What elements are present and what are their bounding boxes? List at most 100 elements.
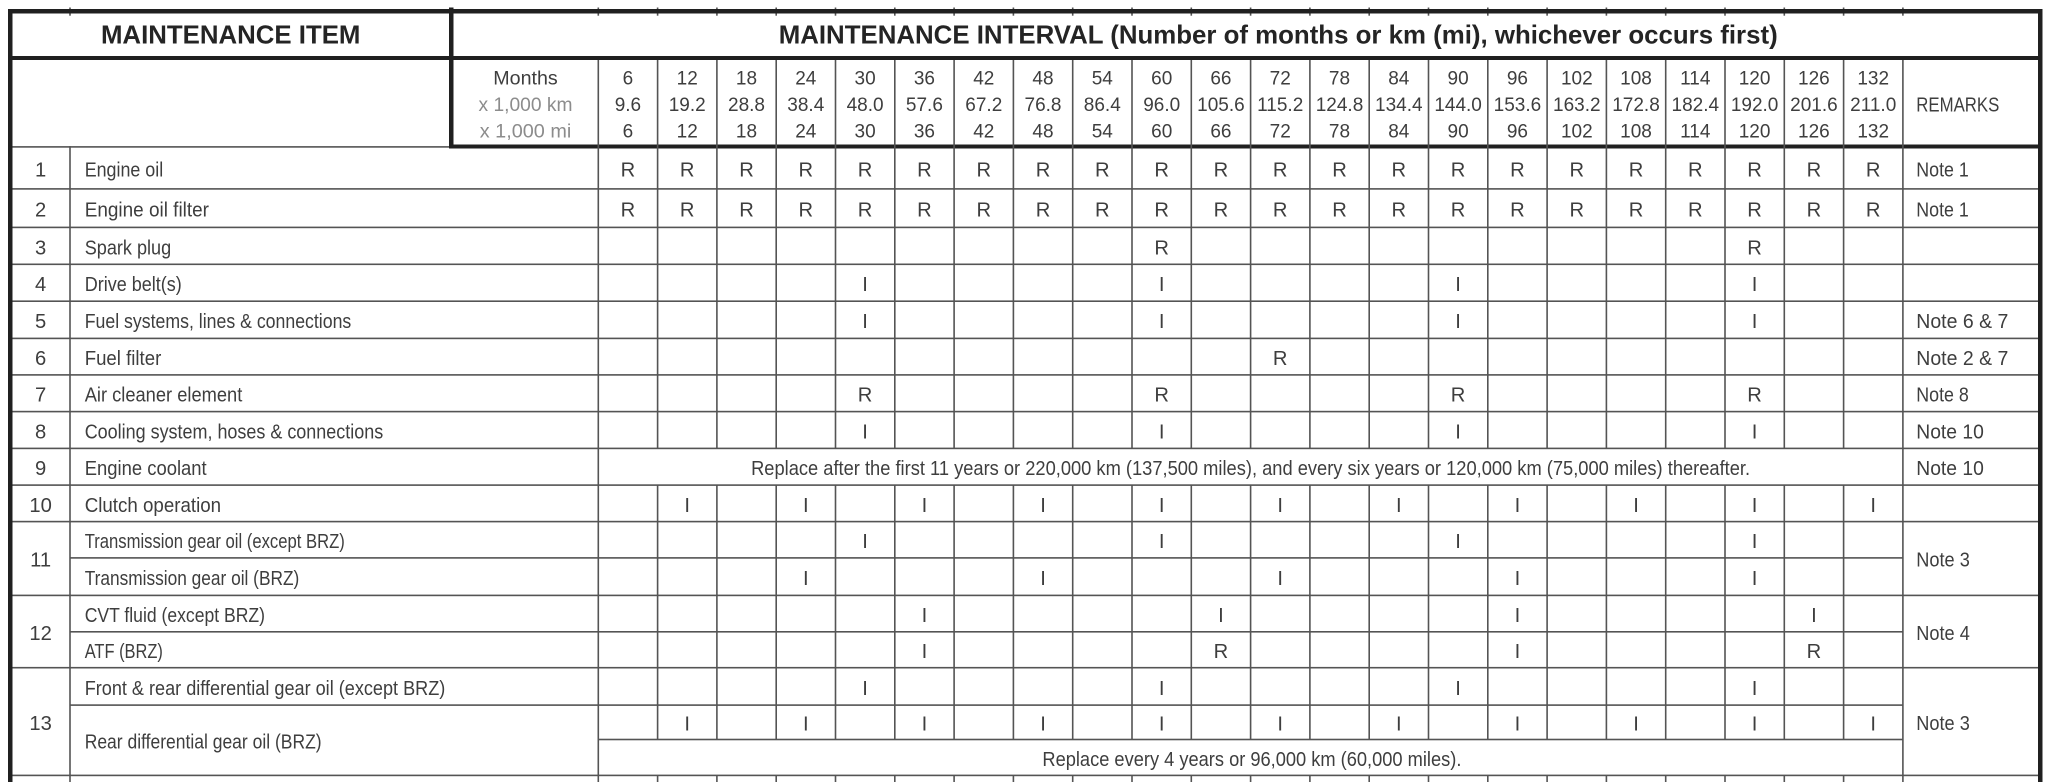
svg-text:I: I	[1277, 495, 1283, 517]
svg-text:Engine oil filter: Engine oil filter	[85, 200, 210, 222]
svg-text:R: R	[680, 200, 695, 222]
svg-text:10: 10	[29, 495, 51, 517]
svg-text:Transmission gear oil (BRZ): Transmission gear oil (BRZ)	[85, 568, 300, 590]
svg-text:6: 6	[623, 122, 634, 143]
svg-text:3: 3	[35, 237, 46, 259]
svg-text:84: 84	[1388, 69, 1410, 90]
svg-text:132: 132	[1857, 69, 1889, 90]
svg-text:I: I	[922, 641, 928, 663]
svg-text:Engine oil: Engine oil	[85, 159, 164, 181]
svg-text:R: R	[1154, 159, 1169, 181]
svg-text:I: I	[1752, 531, 1758, 553]
svg-text:x 1,000 km: x 1,000 km	[479, 95, 573, 116]
svg-text:60: 60	[1151, 69, 1172, 90]
svg-text:I: I	[1159, 274, 1165, 296]
svg-text:Note 4: Note 4	[1916, 623, 1970, 645]
svg-text:Note 1: Note 1	[1916, 159, 1969, 181]
svg-text:R: R	[1214, 200, 1229, 222]
svg-text:I: I	[862, 421, 868, 443]
svg-text:36: 36	[914, 69, 935, 90]
svg-text:48: 48	[1032, 69, 1053, 90]
svg-text:96.0: 96.0	[1143, 95, 1180, 116]
svg-text:12: 12	[677, 122, 698, 143]
svg-text:48: 48	[1032, 122, 1053, 143]
svg-text:Note 1: Note 1	[1916, 200, 1969, 222]
svg-text:I: I	[1515, 714, 1521, 736]
svg-text:R: R	[621, 159, 636, 181]
svg-text:I: I	[1633, 495, 1639, 517]
svg-text:MAINTENANCE INTERVAL (Number o: MAINTENANCE INTERVAL (Number of months o…	[779, 19, 1778, 49]
svg-text:Cooling system, hoses & connec: Cooling system, hoses & connections	[85, 421, 384, 443]
svg-text:126: 126	[1798, 122, 1830, 143]
svg-text:Air cleaner element: Air cleaner element	[85, 385, 243, 407]
svg-text:8: 8	[35, 421, 46, 443]
svg-text:I: I	[1159, 495, 1165, 517]
svg-text:R: R	[1688, 159, 1703, 181]
svg-text:I: I	[1455, 311, 1461, 333]
svg-text:5: 5	[35, 311, 46, 333]
svg-text:I: I	[1752, 274, 1758, 296]
svg-text:I: I	[1396, 714, 1402, 736]
svg-text:201.6: 201.6	[1790, 95, 1838, 116]
svg-text:R: R	[858, 385, 873, 407]
svg-text:R: R	[1095, 200, 1110, 222]
svg-text:6: 6	[35, 348, 46, 370]
svg-text:96: 96	[1507, 69, 1528, 90]
svg-text:78: 78	[1329, 69, 1350, 90]
svg-text:R: R	[1510, 159, 1525, 181]
svg-text:60: 60	[1151, 122, 1172, 143]
svg-text:38.4: 38.4	[787, 95, 824, 116]
svg-text:90: 90	[1448, 122, 1469, 143]
svg-text:R: R	[1688, 200, 1703, 222]
svg-text:12: 12	[677, 69, 698, 90]
svg-text:R: R	[1273, 159, 1288, 181]
svg-text:I: I	[1752, 495, 1758, 517]
svg-text:R: R	[680, 159, 695, 181]
svg-text:I: I	[1752, 714, 1758, 736]
svg-text:R: R	[1036, 200, 1051, 222]
svg-text:CVT fluid (except BRZ): CVT fluid (except BRZ)	[85, 605, 265, 627]
svg-text:I: I	[1455, 421, 1461, 443]
svg-text:I: I	[1159, 678, 1165, 700]
svg-text:144.0: 144.0	[1434, 95, 1482, 116]
svg-text:I: I	[1159, 421, 1165, 443]
svg-text:R: R	[1273, 200, 1288, 222]
svg-text:19.2: 19.2	[669, 95, 706, 116]
svg-text:114: 114	[1680, 69, 1711, 90]
svg-text:102: 102	[1561, 122, 1593, 143]
svg-text:R: R	[1570, 200, 1585, 222]
svg-text:13: 13	[29, 713, 51, 735]
svg-text:R: R	[1747, 385, 1762, 407]
svg-text:I: I	[1515, 568, 1521, 590]
svg-text:67.2: 67.2	[965, 95, 1002, 116]
svg-text:R: R	[858, 159, 873, 181]
svg-text:7: 7	[35, 385, 46, 407]
svg-text:211.0: 211.0	[1850, 95, 1896, 116]
svg-text:24: 24	[795, 69, 817, 90]
svg-text:R: R	[1154, 200, 1169, 222]
svg-text:30: 30	[855, 122, 876, 143]
svg-text:18: 18	[736, 122, 757, 143]
svg-text:42: 42	[973, 122, 994, 143]
svg-text:I: I	[1040, 714, 1046, 736]
svg-text:I: I	[1752, 678, 1758, 700]
svg-text:72: 72	[1270, 122, 1291, 143]
svg-text:Clutch operation: Clutch operation	[85, 495, 221, 517]
svg-text:66: 66	[1210, 69, 1231, 90]
svg-text:I: I	[1277, 568, 1283, 590]
svg-text:134.4: 134.4	[1375, 95, 1423, 116]
svg-text:54: 54	[1092, 69, 1114, 90]
svg-text:R: R	[917, 159, 932, 181]
svg-text:I: I	[803, 568, 809, 590]
svg-text:72: 72	[1270, 69, 1291, 90]
svg-text:115.2: 115.2	[1257, 95, 1303, 116]
svg-text:I: I	[684, 714, 690, 736]
svg-text:I: I	[1752, 568, 1758, 590]
svg-text:Spark plug: Spark plug	[85, 237, 172, 259]
svg-text:11: 11	[30, 549, 51, 571]
svg-text:Note 8: Note 8	[1916, 385, 1969, 407]
svg-text:R: R	[1807, 200, 1822, 222]
svg-text:R: R	[1747, 200, 1762, 222]
svg-text:54: 54	[1092, 122, 1114, 143]
svg-text:108: 108	[1620, 69, 1652, 90]
